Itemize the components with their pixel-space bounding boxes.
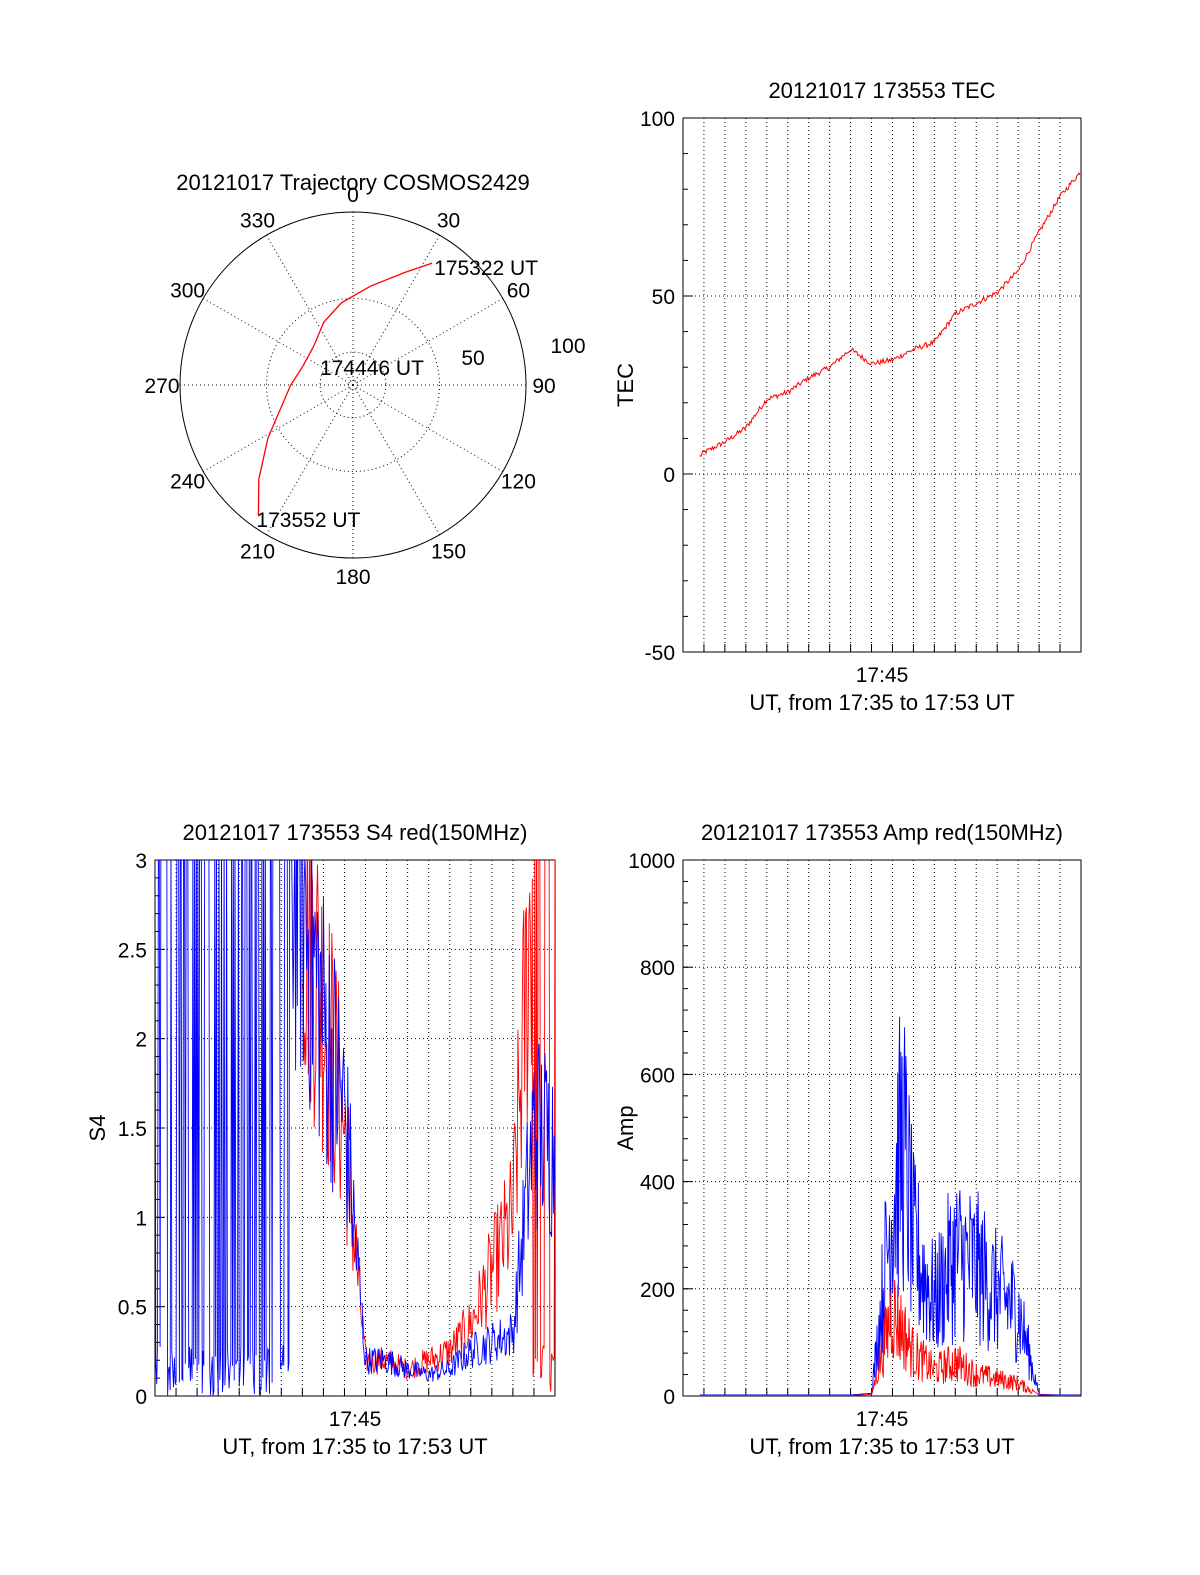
x-axis-label: UT, from 17:35 to 17:53 UT (749, 1434, 1014, 1459)
polar-trajectory-line (257, 262, 433, 516)
y-tick-label: 3 (135, 850, 147, 873)
y-tick-label: 0 (663, 464, 675, 487)
y-tick-label: 0.5 (118, 1297, 147, 1320)
y-tick-label: 2 (135, 1029, 147, 1052)
polar-grid-circle-50 (266, 298, 440, 472)
polar-azimuth-label: 60 (507, 280, 530, 303)
y-tick-label: 1 (135, 1207, 147, 1230)
polar-azimuth-label: 150 (431, 540, 466, 563)
polar-spoke-120 (352, 384, 504, 472)
s4-series-line (301, 860, 555, 1392)
polar-spoke-60 (352, 298, 504, 386)
plot-frame-amp (682, 859, 1082, 1397)
polar-annotation-end: 175322 UT (434, 257, 538, 280)
amp-series-line (699, 1279, 1081, 1396)
amp-series-line (699, 1016, 1081, 1396)
x-tick-label: 17:45 (329, 1408, 382, 1431)
polar-azimuth-label: 90 (532, 375, 555, 398)
polar-spoke-240 (202, 384, 354, 472)
x-axis-label: UT, from 17:35 to 17:53 UT (749, 690, 1014, 715)
x-axis-label: UT, from 17:35 to 17:53 UT (222, 1434, 487, 1459)
chart-title-s4: 20121017 173553 S4 red(150MHz) (183, 820, 528, 845)
y-tick-label: 1000 (628, 850, 675, 873)
s4-chart: 20121017 173553 S4 red(150MHz) 0 0.5 1 1.5 2 2… (85, 820, 556, 1459)
x-tick-label: 17:45 (856, 1408, 909, 1431)
polar-annotation-start: 173552 UT (256, 509, 360, 532)
polar-spoke-150 (352, 384, 440, 536)
y-tick-label: 400 (640, 1172, 675, 1195)
s4-plot-area (155, 860, 555, 1396)
y-tick-label: 600 (640, 1064, 675, 1087)
x-tick-label: 17:45 (856, 664, 909, 687)
s4-series-line (155, 860, 555, 1396)
plot-frame-tec (682, 117, 1082, 653)
polar-radial-label: 100 (550, 335, 585, 358)
y-tick-label: 200 (640, 1279, 675, 1302)
polar-azimuth-label: 270 (144, 375, 179, 398)
polar-azimuth-label: 210 (240, 540, 275, 563)
polar-azimuth-label: 30 (437, 210, 460, 233)
y-tick-label: 2.5 (118, 939, 147, 962)
y-tick-label: 800 (640, 957, 675, 980)
polar-spoke-210 (266, 384, 354, 536)
polar-azimuth-label: 240 (170, 471, 205, 494)
y-axis-label: S4 (85, 1115, 110, 1142)
y-tick-label: 0 (135, 1386, 147, 1409)
polar-azimuth-label: 120 (501, 471, 536, 494)
polar-radial-label: 50 (461, 347, 484, 370)
y-tick-label: -50 (645, 642, 675, 665)
y-tick-label: 1.5 (118, 1118, 147, 1141)
y-axis-label: TEC (613, 363, 638, 407)
chart-title-amp: 20121017 173553 Amp red(150MHz) (701, 820, 1063, 845)
tec-chart: 20121017 173553 TEC -50 0 50 100 17:45 UT, fro… (613, 78, 1082, 715)
y-tick-label: 50 (652, 286, 675, 309)
polar-spoke-30 (352, 234, 440, 386)
polar-azimuth-label: 330 (240, 210, 275, 233)
y-axis-label: Amp (613, 1105, 638, 1150)
polar-chart-title: 20121017 Trajectory COSMOS2429 (176, 170, 529, 195)
polar-azimuth-label: 0 (347, 184, 359, 207)
tec-series-line (699, 171, 1081, 458)
amp-chart: 20121017 173553 Amp red(150MHz) 0 200 400 60… (613, 820, 1082, 1459)
polar-spoke-330 (266, 234, 354, 386)
y-tick-label: 0 (663, 1386, 675, 1409)
polar-spoke-300 (202, 298, 354, 386)
polar-annotation-mid: 174446 UT (320, 357, 424, 380)
polar-azimuth-label: 300 (170, 280, 205, 303)
y-tick-label: 100 (640, 108, 675, 131)
polar-azimuth-label: 180 (335, 566, 370, 589)
chart-title-tec: 20121017 173553 TEC (768, 78, 995, 103)
plot-frame-s4 (154, 859, 556, 1397)
